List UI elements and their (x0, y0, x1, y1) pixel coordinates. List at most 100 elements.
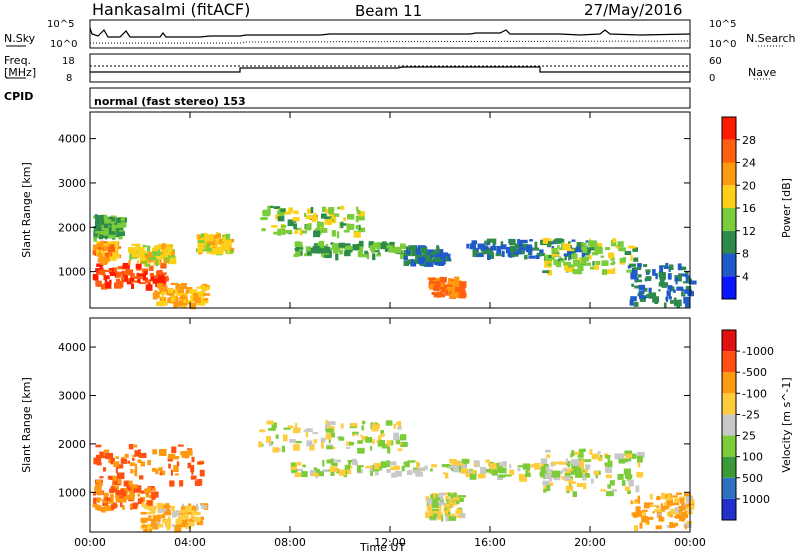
data-cell (127, 281, 132, 285)
data-cell (372, 253, 376, 261)
data-cell (636, 471, 644, 478)
data-cell (268, 427, 276, 431)
data-cell (658, 515, 662, 519)
data-cell (306, 440, 313, 447)
data-cell (412, 249, 420, 256)
data-cell (115, 492, 122, 499)
data-cell (181, 503, 185, 507)
data-cell (637, 462, 641, 468)
colorbar-tick-label: 500 (742, 472, 763, 485)
data-cell (389, 241, 394, 249)
data-cell (518, 473, 524, 480)
data-cell (110, 493, 114, 501)
data-cell (117, 490, 120, 495)
data-cell (673, 289, 676, 293)
data-cell (502, 461, 507, 467)
data-cell (642, 511, 647, 519)
data-cell (163, 259, 168, 264)
data-cell (424, 465, 428, 470)
data-cell (677, 263, 682, 271)
data-region (152, 282, 211, 310)
data-cell (129, 483, 134, 488)
data-cell (658, 272, 666, 277)
data-cell (176, 300, 183, 307)
data-cell (636, 455, 643, 463)
data-cell (126, 484, 132, 491)
data-cell (447, 515, 453, 518)
data-cell (518, 247, 526, 251)
data-cell (163, 251, 171, 258)
data-cell (190, 475, 197, 480)
colorbar-tick-label: -500 (742, 366, 767, 379)
colorbar-segment (722, 372, 736, 394)
data-cell (133, 488, 141, 493)
data-cell (340, 205, 345, 210)
data-cell (581, 250, 586, 257)
data-cell (293, 210, 299, 214)
data-cell (349, 442, 354, 446)
data-cell (425, 496, 430, 502)
data-cell (432, 510, 440, 515)
colorbar-tick-label: 24 (742, 157, 756, 170)
data-cell (431, 464, 438, 468)
data-cell (138, 452, 147, 458)
data-cell (104, 497, 112, 501)
data-cell (131, 283, 134, 289)
data-cell (208, 236, 214, 242)
data-cell (521, 243, 528, 251)
data-cell (656, 496, 661, 501)
data-cell (147, 505, 156, 511)
data-cell (380, 461, 386, 468)
data-cell (330, 471, 335, 476)
data-cell (546, 454, 551, 458)
data-cell (591, 453, 600, 460)
data-cell (624, 486, 630, 491)
cpid-label: CPID (4, 90, 34, 103)
colorbar-segment (722, 162, 736, 186)
colorbar-segment (722, 230, 736, 254)
data-cell (112, 267, 118, 274)
data-cell (292, 217, 300, 222)
data-cell (144, 271, 148, 276)
data-cell (547, 245, 552, 248)
data-cell (612, 257, 615, 260)
data-cell (313, 467, 318, 473)
data-cell (549, 482, 554, 486)
data-cell (107, 231, 116, 236)
data-cell (471, 470, 476, 474)
data-cell (572, 460, 580, 466)
nsearch-tick-bottom: 10^0 (709, 39, 736, 50)
colorbar-segment (722, 139, 736, 163)
data-cell (410, 261, 417, 267)
data-cell (465, 472, 470, 478)
data-cell (454, 276, 460, 284)
data-cell (165, 247, 171, 252)
data-cell (563, 253, 568, 257)
data-cell (99, 234, 103, 240)
data-cell (215, 246, 221, 254)
data-cell (393, 436, 400, 441)
data-cell (576, 242, 584, 249)
data-cell (168, 453, 176, 460)
data-cell (188, 449, 193, 456)
data-cell (445, 504, 451, 508)
data-cell (121, 276, 125, 281)
data-cell (216, 232, 219, 235)
data-cell (329, 466, 338, 473)
colorbar-tick-label: 12 (742, 225, 756, 238)
data-cell (572, 491, 577, 497)
data-cell (648, 516, 654, 520)
data-cell (93, 251, 98, 254)
data-cell (129, 490, 135, 497)
data-cell (196, 286, 203, 289)
data-cell (581, 242, 587, 246)
data-cell (110, 215, 117, 219)
data-cell (355, 215, 359, 223)
data-cell (178, 515, 183, 520)
data-cell (157, 284, 163, 287)
data-cell (101, 258, 107, 264)
data-cell (562, 243, 571, 251)
data-cell (170, 296, 176, 303)
data-cell (487, 254, 491, 260)
data-cell (338, 242, 345, 248)
